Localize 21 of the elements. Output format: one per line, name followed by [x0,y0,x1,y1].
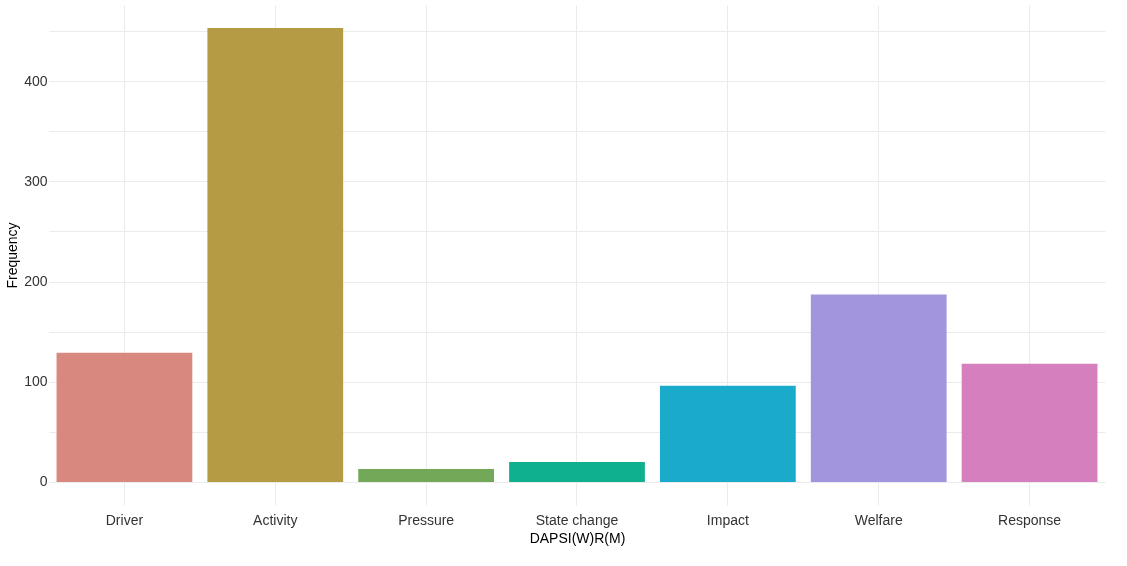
y-tick-label: 400 [24,72,48,89]
y-tick-label: 100 [24,373,48,390]
bar [961,363,1098,482]
bar [659,385,796,482]
bar [810,294,947,482]
x-tick-label: Impact [706,511,749,528]
y-tick-label: 0 [39,473,48,490]
y-tick-label: 200 [24,273,48,290]
x-tick-label: Response [998,511,1062,528]
x-tick-label: Activity [253,511,298,528]
bar [509,461,645,482]
y-tick-label: 300 [24,172,48,189]
x-tick-label: Pressure [398,511,455,528]
x-tick-label: Welfare [854,511,903,528]
x-tick-label: State change [535,511,619,528]
x-axis-title: DAPSI(W)R(M) [529,529,626,546]
y-axis-title: Frequency [4,222,21,289]
bar [207,28,344,482]
bar [358,468,495,482]
bar [56,352,193,482]
x-tick-label: Driver [105,511,144,528]
